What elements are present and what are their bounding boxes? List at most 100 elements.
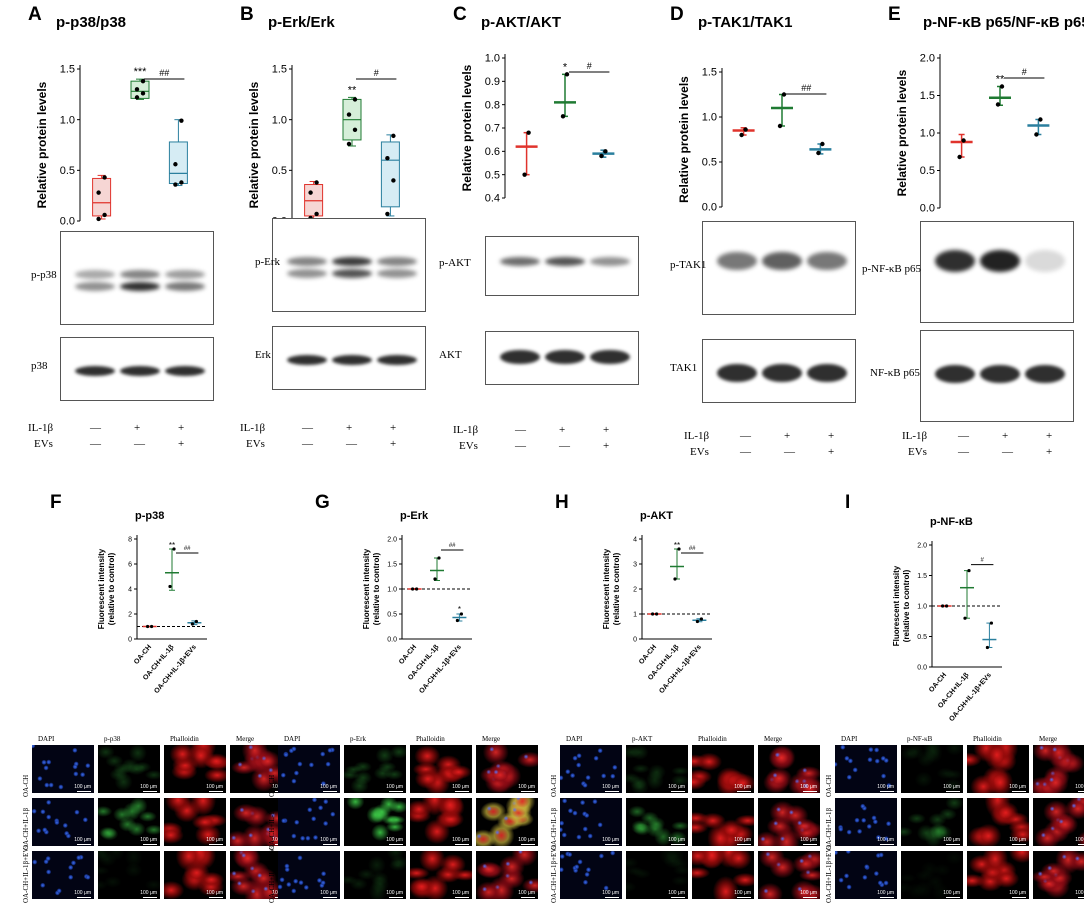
micrograph-tile: 100 μm [626, 851, 688, 899]
panel-title: p-p38/p38 [56, 14, 127, 31]
protein-band [545, 350, 585, 364]
y-tick-label: 0.5 [702, 157, 717, 169]
scale-bar [77, 897, 91, 898]
y-tick-label: 0.5 [387, 611, 397, 618]
scale-bar-label: 100 μm [206, 784, 223, 790]
scale-bar [803, 791, 817, 792]
data-point [352, 97, 358, 102]
scale-bar-label: 100 μm [877, 784, 894, 790]
data-point [967, 569, 971, 573]
protein-band [935, 365, 975, 383]
y-tick-label: 0.8 [485, 99, 500, 111]
scale-bar [323, 897, 337, 898]
protein-band [165, 366, 205, 376]
chart-G: Fluorescent intensity (relative to contro… [362, 535, 472, 695]
row-label: OA-CH+IL-1β+EVs [22, 844, 30, 903]
blot-label: p-AKT [439, 257, 471, 269]
scale-bar-label: 100 μm [518, 890, 535, 896]
data-point [743, 127, 748, 132]
y-tick-label: 4 [633, 536, 637, 543]
channel-label: Phalloidin [170, 735, 199, 743]
data-point [985, 645, 989, 650]
significance-star: * [458, 605, 461, 614]
y-tick-label: 1.0 [272, 114, 287, 126]
micrograph-tile: 100 μm [164, 798, 226, 846]
treatment-sign: — [784, 446, 795, 458]
data-point [677, 547, 681, 551]
channel-label: Phalloidin [416, 735, 445, 743]
panel-title: p-NF-κB [930, 516, 973, 528]
y-tick-label: 1.5 [917, 573, 927, 580]
y-axis-label: (relative to control) [372, 552, 381, 625]
scale-bar [803, 844, 817, 845]
western-blot-bottom [920, 330, 1074, 422]
treatment-sign: — [346, 438, 357, 450]
y-tick-label: 0 [633, 636, 637, 643]
significance-hash: # [374, 68, 379, 78]
scale-bar [1012, 897, 1026, 898]
significance-hash: ## [449, 543, 456, 549]
data-point [411, 587, 415, 591]
protein-band [165, 270, 205, 279]
treatment-sign: + [178, 422, 185, 434]
scale-bar-label: 100 μm [943, 784, 960, 790]
scale-bar-label: 100 μm [1075, 784, 1084, 790]
scale-bar-label: 100 μm [1009, 784, 1026, 790]
significance-hash: ## [184, 546, 191, 552]
significance-star: ** [348, 84, 357, 96]
scale-bar [323, 844, 337, 845]
protein-band [165, 282, 205, 291]
scale-bar-label: 100 μm [877, 890, 894, 896]
data-point [699, 617, 703, 621]
scale-bar-label: 100 μm [734, 890, 751, 896]
channel-label: Merge [482, 735, 501, 743]
western-blot-bottom [60, 337, 214, 401]
y-tick-label: 2.0 [920, 53, 935, 65]
row-label: OA-CH [550, 774, 558, 797]
blot-label: p-TAK1 [670, 259, 707, 271]
scale-bar-label: 100 μm [602, 784, 619, 790]
y-tick-label: 4 [128, 586, 132, 593]
scale-bar-label: 100 μm [734, 784, 751, 790]
micrograph-tile: 100 μm [32, 851, 94, 899]
chart-I: Fluorescent intensity (relative to contro… [892, 541, 1002, 723]
row-label: OA-CH+IL-1β+EVs [268, 844, 276, 903]
western-blot-bottom [485, 331, 639, 385]
data-point [941, 604, 945, 608]
protein-band [717, 252, 757, 270]
micrograph-tile: 100 μm [98, 851, 160, 899]
micrograph-tile: 100 μm [560, 798, 622, 846]
y-tick-label: 0.0 [917, 664, 927, 671]
y-tick-label: 0.5 [917, 634, 927, 641]
data-point [391, 133, 396, 139]
y-tick-label: 0.0 [920, 203, 935, 215]
y-axis-label: (relative to control) [107, 552, 116, 625]
scale-bar [880, 897, 894, 898]
panel-letter: H [555, 492, 569, 513]
blot-label: TAK1 [670, 362, 698, 374]
scale-bar [1078, 844, 1084, 845]
data-point [522, 172, 527, 177]
micrograph-tile: 100 μm [164, 745, 226, 793]
micrograph-tile: 100 μm [758, 745, 820, 793]
scale-bar [671, 791, 685, 792]
scale-bar [671, 844, 685, 845]
scale-bar-label: 100 μm [877, 837, 894, 843]
micrograph-tile: 100 μm [32, 745, 94, 793]
significance-hash: # [1022, 67, 1027, 77]
significance-star: * [563, 61, 568, 73]
micrograph-tile: 100 μm [98, 798, 160, 846]
data-point [459, 612, 463, 616]
box-rect [380, 141, 400, 208]
data-point [314, 211, 319, 217]
scale-bar [1078, 897, 1084, 898]
y-tick-label: 0.0 [702, 202, 717, 214]
micrograph-tile: 100 μm [901, 851, 963, 899]
protein-band [935, 250, 975, 272]
micrograph-tile: 100 μm [344, 745, 406, 793]
treatment-sign: — [90, 438, 101, 450]
x-category-label: OA-CH [638, 644, 658, 666]
data-point [168, 584, 172, 589]
panel-title: p-TAK1/TAK1 [698, 14, 793, 31]
data-point [651, 612, 655, 616]
